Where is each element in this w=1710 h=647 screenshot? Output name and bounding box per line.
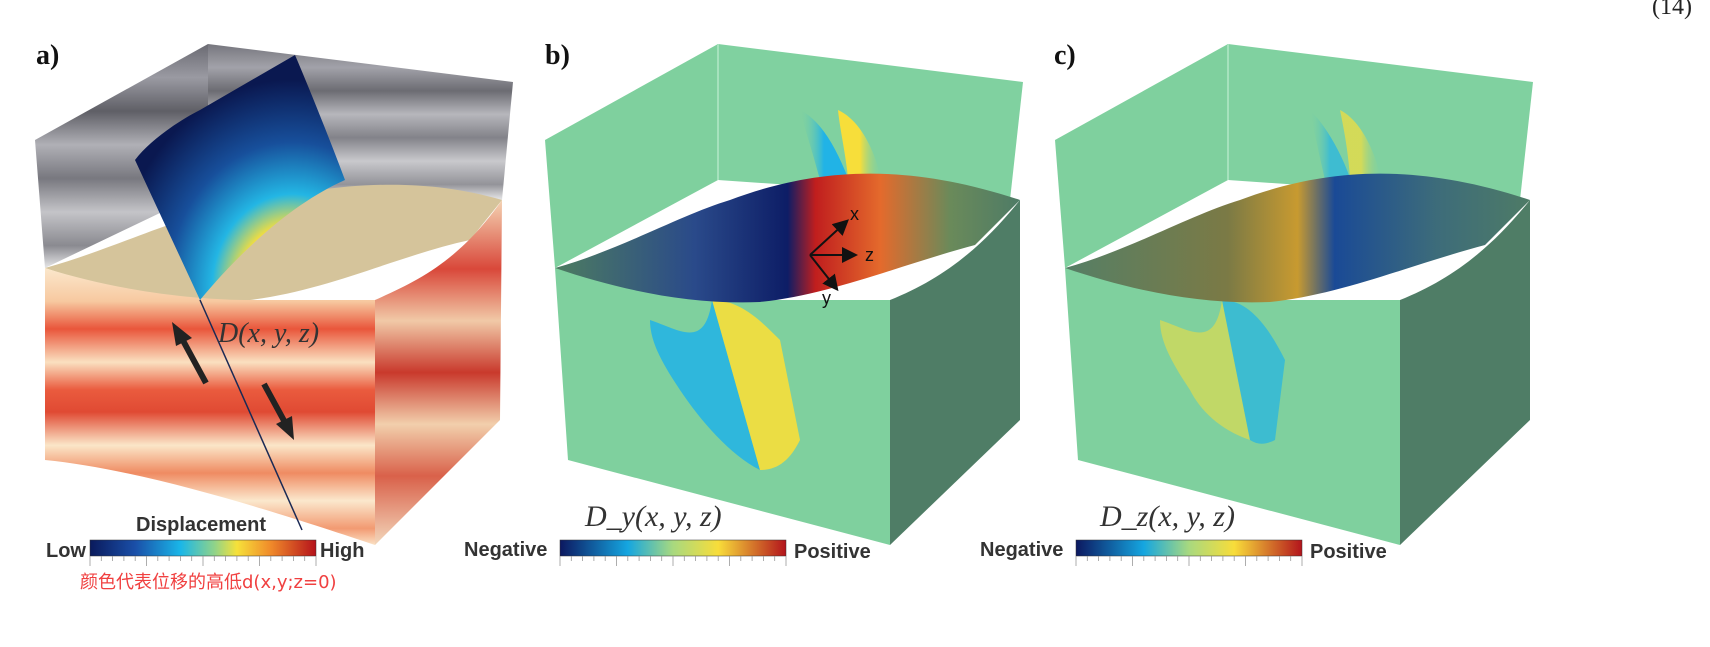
c-back-wall-left [1055,44,1228,268]
colorbar-a [89,539,317,557]
colorbar-c-high: Positive [1310,541,1387,563]
b-front-yellow [712,300,800,470]
panel-a [35,44,513,557]
axis-y [809,254,839,292]
colorbar-a-annotation: 颜色代表位移的高低d(x,y;z=0) [80,572,337,593]
arrow-down-head [276,416,294,440]
fault-plane [135,55,345,300]
panel-c-label: c) [1054,40,1076,71]
right-face [375,200,502,545]
colorbar-a-title: Displacement [136,514,267,536]
c-front-yellow [1160,300,1250,440]
b-back-yellow [838,110,882,182]
colorbar-a-high: High [320,540,365,562]
b-top-surface [555,173,1020,303]
panel-a-label: a) [36,40,60,71]
arrow-up [177,333,209,385]
c-back-blue [1310,110,1350,180]
axis-x [809,219,849,256]
c-top-surface [1065,173,1530,303]
panel-c [1055,44,1533,557]
colorbar-ticks [89,556,1303,566]
panel-b-label: b) [545,40,570,71]
back-wall-left [35,44,208,268]
panel-a-field-label: D(x, y, z) [218,318,320,349]
equation-number: (14) [1652,0,1692,20]
b-right-face [890,200,1020,545]
colorbar-c-low: Negative [980,539,1064,561]
colorbar-c [1075,539,1303,557]
c-front-blue [1222,300,1285,444]
top-surface [45,184,502,301]
colorbar-b-low: Negative [464,539,548,561]
arrow-up-head [172,322,192,346]
axis-z-label: z [865,245,874,265]
panel-b [545,44,1023,557]
b-front-blue [650,300,760,470]
front-face [45,268,375,545]
panel-c-field-label: D_z(x, y, z) [1100,500,1235,533]
b-back-blue [800,110,848,180]
colorbar-a-low: Low [46,540,86,562]
colorbar-b-high: Positive [794,541,871,563]
panel-b-field-label: D_y(x, y, z) [585,500,722,533]
c-right-face [1400,200,1530,545]
colorbar-b [559,539,787,557]
axis-y-label: y [822,288,831,308]
axis-x-label: x [850,204,859,224]
c-back-wall-right [1228,44,1533,200]
b-back-wall-left [545,44,718,268]
b-back-wall-right [718,44,1023,200]
c-back-yellow [1340,110,1382,182]
fault-trace [199,299,303,531]
